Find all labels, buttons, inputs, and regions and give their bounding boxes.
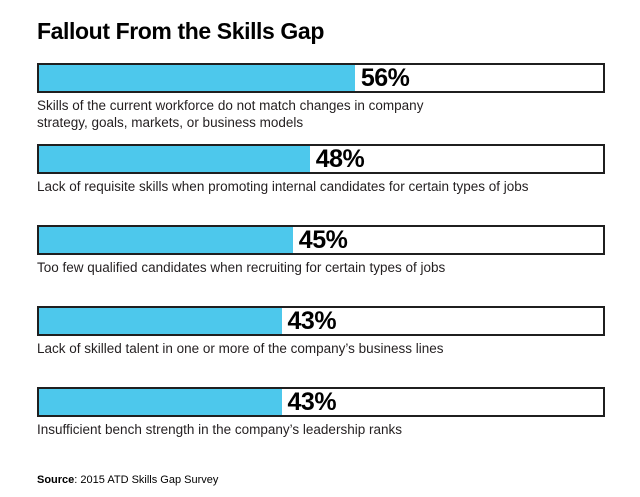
source-text: : 2015 ATD Skills Gap Survey [74, 474, 219, 486]
bar-fill [39, 227, 293, 253]
source-note: Source: 2015 ATD Skills Gap Survey [37, 473, 605, 487]
bar-description: Lack of requisite skills when promoting … [37, 179, 529, 194]
bar-fill [39, 65, 355, 91]
source-label: Source [37, 474, 75, 486]
bar-fill [39, 389, 282, 415]
bar-value-label: 45% [298, 225, 348, 254]
bar-value-label: 56% [360, 63, 410, 92]
bar-value-label: 48% [315, 144, 365, 173]
bar-group: 56% Skills of the current workforce do n… [37, 63, 605, 144]
bar-value-label: 43% [287, 387, 337, 416]
bar-track: 48% [37, 144, 605, 174]
bar-fill [39, 308, 282, 334]
bar-group: 43% Insufficient bench strength in the c… [37, 387, 605, 468]
bar-track: 45% [37, 225, 605, 255]
bar-value-label: 43% [287, 306, 337, 335]
chart-title: Fallout From the Skills Gap [37, 18, 324, 44]
bar-fill [39, 146, 310, 172]
bar-description: Insufficient bench strength in the compa… [37, 422, 402, 437]
bar-track: 43% [37, 306, 605, 336]
bar-group: 45% Too few qualified candidates when re… [37, 225, 605, 306]
bar-description: Too few qualified candidates when recrui… [37, 260, 446, 275]
bar-chart: 56% Skills of the current workforce do n… [37, 63, 605, 468]
bar-description: Lack of skilled talent in one or more of… [37, 341, 444, 356]
bar-track: 43% [37, 387, 605, 417]
bar-group: 48% Lack of requisite skills when promot… [37, 144, 605, 225]
bar-description: Skills of the current workforce do not m… [37, 98, 424, 130]
bar-track: 56% [37, 63, 605, 93]
bar-group: 43% Lack of skilled talent in one or mor… [37, 306, 605, 387]
